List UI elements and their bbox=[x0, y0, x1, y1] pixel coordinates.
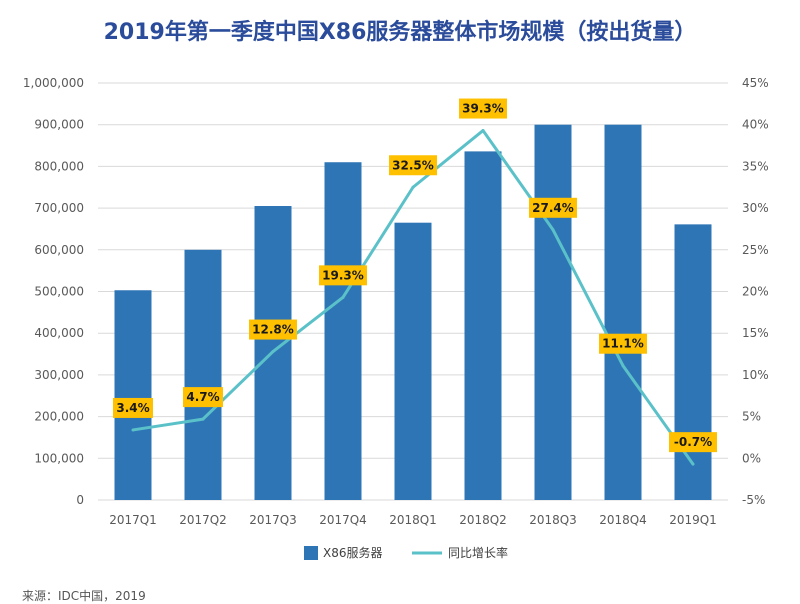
category-label: 2018Q2 bbox=[459, 513, 507, 527]
data-label-text: 3.4% bbox=[116, 401, 149, 415]
data-label-text: 4.7% bbox=[186, 390, 219, 404]
data-label: 27.4% bbox=[529, 197, 577, 218]
right-tick-label: 20% bbox=[742, 285, 769, 299]
data-label: 32.5% bbox=[389, 155, 437, 176]
category-label: 2018Q3 bbox=[529, 513, 577, 527]
bar bbox=[324, 162, 362, 501]
data-label-box bbox=[249, 319, 297, 340]
data-label: 39.3% bbox=[459, 98, 507, 119]
data-label-box bbox=[599, 333, 647, 354]
category-label: 2017Q3 bbox=[249, 513, 297, 527]
data-label-text: 27.4% bbox=[532, 201, 574, 215]
right-tick-label: 30% bbox=[742, 201, 769, 215]
line-point bbox=[691, 462, 695, 466]
left-tick-label: 1,000,000 bbox=[23, 76, 84, 90]
data-label-text: 11.1% bbox=[602, 337, 644, 351]
left-tick-label: 900,000 bbox=[34, 118, 84, 132]
data-label: 3.4% bbox=[113, 397, 153, 418]
legend-label-bars: X86服务器 bbox=[323, 545, 383, 560]
data-label-text: 32.5% bbox=[392, 158, 434, 172]
data-label: 12.8% bbox=[249, 319, 297, 340]
left-tick-label: 500,000 bbox=[34, 285, 84, 299]
data-label-box bbox=[529, 197, 577, 218]
right-tick-label: 45% bbox=[742, 76, 769, 90]
data-label: 19.3% bbox=[319, 265, 367, 286]
data-label-box bbox=[459, 98, 507, 119]
left-axis: 0 100,000 200,000 300,000 400,000 500,000 600,… bbox=[23, 76, 84, 507]
line-point bbox=[621, 364, 625, 368]
data-label: 11.1% bbox=[599, 333, 647, 354]
right-tick-label: 5% bbox=[742, 410, 761, 424]
right-tick-label: 40% bbox=[742, 118, 769, 132]
left-tick-label: 800,000 bbox=[34, 159, 84, 173]
data-label: 4.7% bbox=[183, 387, 223, 408]
bar bbox=[604, 124, 642, 500]
bar-series bbox=[114, 124, 712, 501]
data-label-box bbox=[389, 155, 437, 176]
right-axis: -5% 0% 5% 10% 15% 20% 25% 30% 35% 40% 45% bbox=[742, 76, 769, 507]
bar bbox=[394, 222, 432, 500]
left-tick-label: 0 bbox=[76, 493, 84, 507]
legend-item-bars: X86服务器 bbox=[304, 545, 383, 560]
data-label-box bbox=[183, 387, 223, 408]
right-tick-label: 15% bbox=[742, 326, 769, 340]
category-label: 2017Q4 bbox=[319, 513, 367, 527]
legend-item-line: 同比增长率 bbox=[412, 545, 508, 560]
data-label-box bbox=[319, 265, 367, 286]
left-tick-label: 700,000 bbox=[34, 201, 84, 215]
category-label: 2018Q4 bbox=[599, 513, 647, 527]
category-label: 2017Q2 bbox=[179, 513, 227, 527]
right-tick-label: -5% bbox=[742, 493, 765, 507]
right-tick-label: 10% bbox=[742, 368, 769, 382]
left-tick-label: 200,000 bbox=[34, 410, 84, 424]
bar bbox=[674, 224, 712, 500]
left-tick-label: 100,000 bbox=[34, 451, 84, 465]
data-labels: 3.4% 4.7% 12.8% 19.3% 32.5% 39.3% 27.4% 11.1% -0… bbox=[113, 98, 717, 453]
right-tick-label: 25% bbox=[742, 243, 769, 257]
data-label-text: 39.3% bbox=[462, 102, 504, 116]
left-tick-label: 600,000 bbox=[34, 243, 84, 257]
chart-title: 2019年第一季度中国X86服务器整体市场规模（按出货量） bbox=[103, 20, 697, 45]
bar bbox=[114, 290, 152, 500]
bar bbox=[534, 124, 572, 500]
bar bbox=[464, 151, 502, 500]
line-point bbox=[411, 185, 415, 189]
line-series bbox=[131, 129, 695, 466]
line-point bbox=[131, 428, 135, 432]
category-axis: 2017Q1 2017Q2 2017Q3 2017Q4 2018Q1 2018Q2 2018… bbox=[109, 513, 717, 527]
legend-label-line: 同比增长率 bbox=[448, 545, 508, 560]
left-tick-label: 400,000 bbox=[34, 326, 84, 340]
right-tick-label: 35% bbox=[742, 159, 769, 173]
data-label-text: -0.7% bbox=[674, 435, 712, 449]
legend: X86服务器 同比增长率 bbox=[304, 545, 508, 560]
category-label: 2019Q1 bbox=[669, 513, 717, 527]
line-point bbox=[271, 350, 275, 354]
line-point bbox=[481, 129, 485, 133]
data-label: -0.7% bbox=[669, 432, 717, 453]
line-point bbox=[341, 295, 345, 299]
line-point bbox=[551, 228, 555, 232]
bar bbox=[184, 249, 222, 500]
line-point bbox=[201, 417, 205, 421]
category-label: 2017Q1 bbox=[109, 513, 157, 527]
data-label-box bbox=[113, 397, 153, 418]
data-label-box bbox=[669, 432, 717, 453]
right-tick-label: 0% bbox=[742, 451, 761, 465]
legend-swatch-bars bbox=[304, 546, 318, 560]
source-note: 来源：IDC中国，2019 bbox=[22, 589, 146, 603]
data-label-text: 19.3% bbox=[322, 268, 364, 282]
left-tick-label: 300,000 bbox=[34, 368, 84, 382]
category-label: 2018Q1 bbox=[389, 513, 437, 527]
data-label-text: 12.8% bbox=[252, 323, 294, 337]
